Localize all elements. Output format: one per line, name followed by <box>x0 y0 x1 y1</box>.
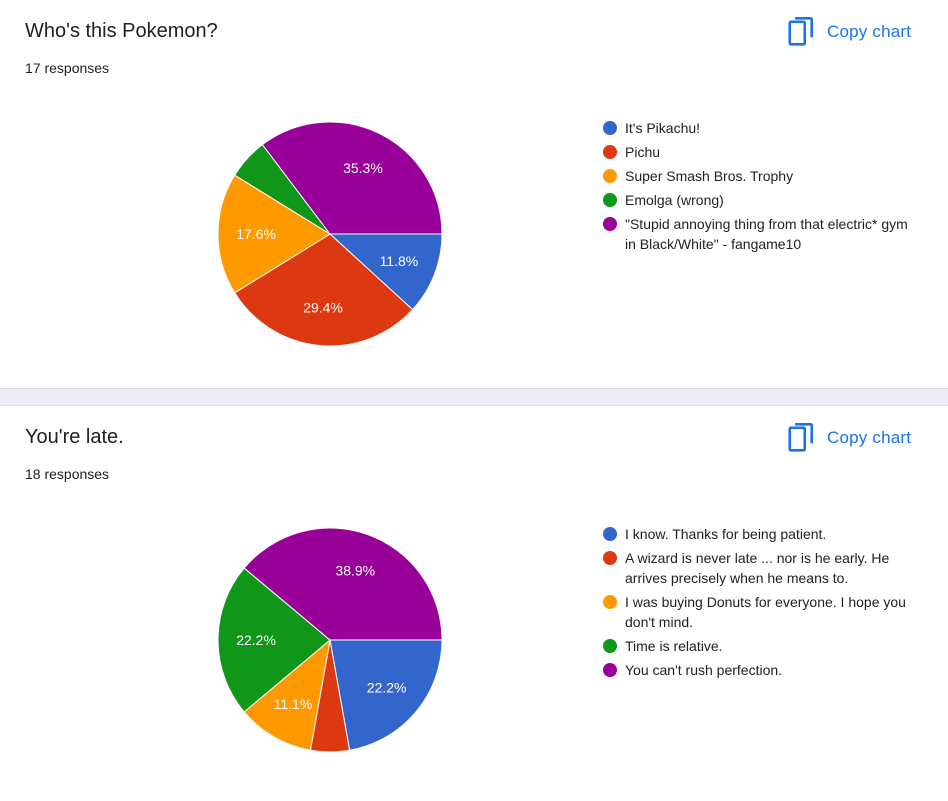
legend-item: I know. Thanks for being patient. <box>602 524 922 544</box>
slice-label: 17.6% <box>236 226 276 242</box>
legend-label: I was buying Donuts for everyone. I hope… <box>625 594 906 630</box>
slice-label: 22.2% <box>236 632 276 648</box>
legend-label: A wizard is never late ... nor is he ear… <box>625 550 890 586</box>
legend-label: I know. Thanks for being patient. <box>625 526 827 542</box>
copy-chart-label: Copy chart <box>827 22 912 41</box>
response-count: 18 responses <box>25 466 110 482</box>
legend-label: "Stupid annoying thing from that electri… <box>625 216 908 252</box>
pie-slice <box>234 233 414 347</box>
legend-item: It's Pikachu! <box>602 118 922 138</box>
legend-swatch <box>603 639 617 653</box>
legend-label: Super Smash Bros. Trophy <box>625 168 794 184</box>
legend-item: Super Smash Bros. Trophy <box>602 166 922 186</box>
legend-item: A wizard is never late ... nor is he ear… <box>602 548 922 588</box>
legend-swatch <box>603 663 617 677</box>
legend-item: You can't rush perfection. <box>602 660 922 680</box>
legend-item: "Stupid annoying thing from that electri… <box>602 214 922 254</box>
pie-slice <box>217 567 331 713</box>
copy-chart-button[interactable]: Copy chart <box>784 14 934 50</box>
legend-label: You can't rush perfection. <box>625 662 783 678</box>
legend-item: Time is relative. <box>602 636 922 656</box>
legend-label: Pichu <box>625 144 661 160</box>
legend-label: Time is relative. <box>625 638 723 654</box>
copy-chart-label: Copy chart <box>827 428 912 447</box>
pie-chart: 22.2% 11.1% 22.2% 38.9% <box>217 527 443 753</box>
pie-slice <box>217 174 331 294</box>
slice-label: 11.8% <box>380 253 419 269</box>
legend-swatch <box>603 193 617 207</box>
slice-label: 11.1% <box>274 696 313 712</box>
pie-slice <box>328 233 443 311</box>
pie-slice <box>243 527 443 641</box>
legend-swatch <box>603 121 617 135</box>
slice-label: 29.4% <box>303 300 343 316</box>
legend-swatch <box>603 527 617 541</box>
card-title: Who's this Pokemon? <box>25 20 218 42</box>
legend-swatch <box>603 217 617 231</box>
legend-item: Pichu <box>602 142 922 162</box>
slice-label: 22.2% <box>367 679 407 695</box>
slice-label: 35.3% <box>343 160 383 176</box>
copy-icon <box>788 423 813 452</box>
legend-swatch <box>603 595 617 609</box>
slice-label: 38.9% <box>335 563 375 579</box>
legend-swatch <box>603 551 617 565</box>
copy-icon <box>788 17 813 46</box>
legend-swatch <box>603 145 617 159</box>
response-count: 17 responses <box>25 60 110 76</box>
chart-card: You're late. 18 responses Copy chart 22.… <box>0 405 948 801</box>
pie-slice <box>261 121 443 235</box>
chart-legend: I know. Thanks for being patient. A wiza… <box>602 524 922 684</box>
card-title: You're late. <box>25 426 124 448</box>
pie-slice <box>329 639 443 751</box>
pie-chart: 11.8% 29.4% 17.6% 35.3% <box>217 121 443 347</box>
legend-swatch <box>603 169 617 183</box>
legend-label: It's Pikachu! <box>625 120 701 136</box>
copy-chart-button[interactable]: Copy chart <box>784 420 934 456</box>
chart-card: Who's this Pokemon? 17 responses Copy ch… <box>0 0 948 389</box>
chart-legend: It's Pikachu! Pichu Super Smash Bros. Tr… <box>602 118 922 258</box>
pie-slice <box>243 638 331 751</box>
legend-item: Emolga (wrong) <box>602 190 922 210</box>
legend-item: I was buying Donuts for everyone. I hope… <box>602 592 922 632</box>
legend-label: Emolga (wrong) <box>625 192 724 208</box>
